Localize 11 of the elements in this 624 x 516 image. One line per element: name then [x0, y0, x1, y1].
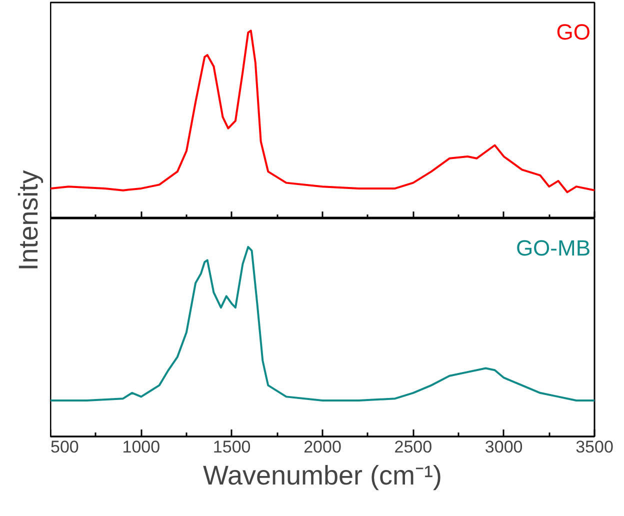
- x-tick-label: 2500: [394, 438, 432, 456]
- x-axis-title: Wavenumber (cm⁻¹): [202, 460, 442, 490]
- x-tick-label: 2000: [304, 438, 342, 456]
- x-tick-label: 3500: [576, 438, 614, 456]
- x-tick-label: 3000: [484, 438, 523, 456]
- y-axis-title: Intensity: [14, 170, 44, 271]
- x-tick-label: 500: [50, 438, 79, 456]
- x-tick-label: 1000: [122, 438, 160, 456]
- x-tick-label: 1500: [212, 438, 251, 456]
- text: GO: [556, 20, 591, 44]
- text: GO-MB: [516, 236, 591, 260]
